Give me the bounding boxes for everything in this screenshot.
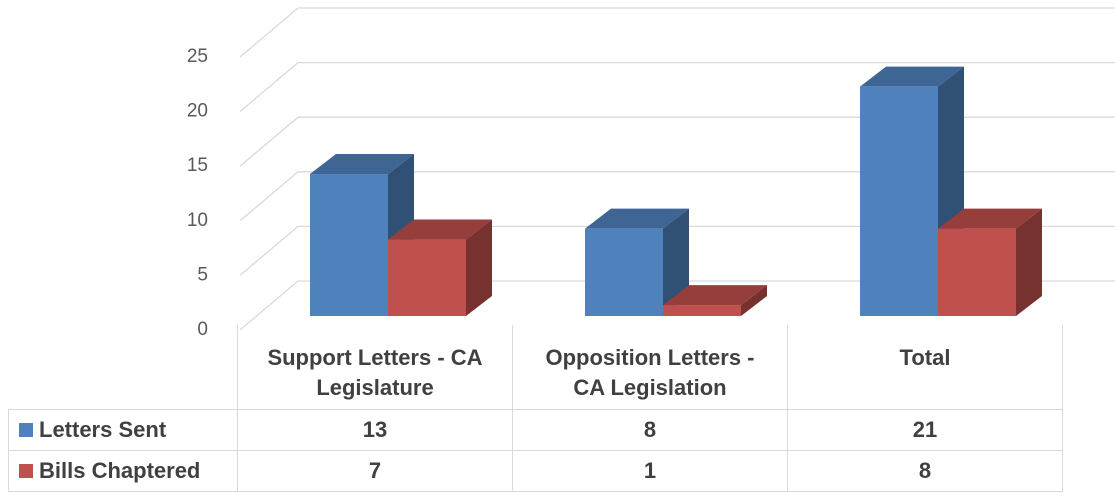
y-tick-label: 0 xyxy=(197,319,208,340)
bar-top xyxy=(663,285,767,306)
grid-line xyxy=(239,225,1115,276)
legend-label: Bills Chaptered xyxy=(39,458,201,483)
category-header: Support Letters - CA Legislature xyxy=(237,325,513,410)
y-tick-label: 20 xyxy=(187,101,208,122)
table-value: 8 xyxy=(512,409,788,451)
bar-top xyxy=(310,154,414,175)
grid-line xyxy=(239,116,1115,167)
bar-top xyxy=(938,208,1042,229)
grid-line xyxy=(239,61,1115,113)
table-value: 21 xyxy=(787,409,1063,451)
legend-key xyxy=(19,464,33,478)
category-header: Opposition Letters - CA Legislation xyxy=(512,325,788,410)
grid-line xyxy=(239,7,1115,58)
y-tick-label: 15 xyxy=(187,155,208,176)
bar-side xyxy=(741,285,767,316)
table-value: 8 xyxy=(787,450,1063,492)
grid-line xyxy=(239,171,1115,222)
row-header: Bills Chaptered xyxy=(8,450,238,492)
bar xyxy=(585,228,663,316)
category-header: Total xyxy=(787,325,1063,410)
table-value: 1 xyxy=(512,450,788,492)
grid-line xyxy=(239,280,1115,331)
table-value: 13 xyxy=(237,409,513,451)
bar xyxy=(938,228,1016,316)
row-header: Letters Sent xyxy=(8,409,238,451)
y-tick-label: 10 xyxy=(187,210,208,231)
bar xyxy=(310,174,388,316)
bar-side xyxy=(1016,208,1042,316)
bar-top xyxy=(860,66,964,87)
bar xyxy=(388,239,466,316)
bar-top xyxy=(388,219,492,240)
legend-key xyxy=(19,423,33,437)
y-tick-label: 25 xyxy=(187,46,208,67)
bar xyxy=(860,86,938,317)
legend-label: Letters Sent xyxy=(39,417,167,442)
y-tick-label: 5 xyxy=(197,264,208,285)
table-value: 7 xyxy=(237,450,513,492)
bar-side xyxy=(466,219,492,316)
bar xyxy=(663,305,741,316)
bar-top xyxy=(585,208,689,229)
bar-side xyxy=(663,208,689,316)
